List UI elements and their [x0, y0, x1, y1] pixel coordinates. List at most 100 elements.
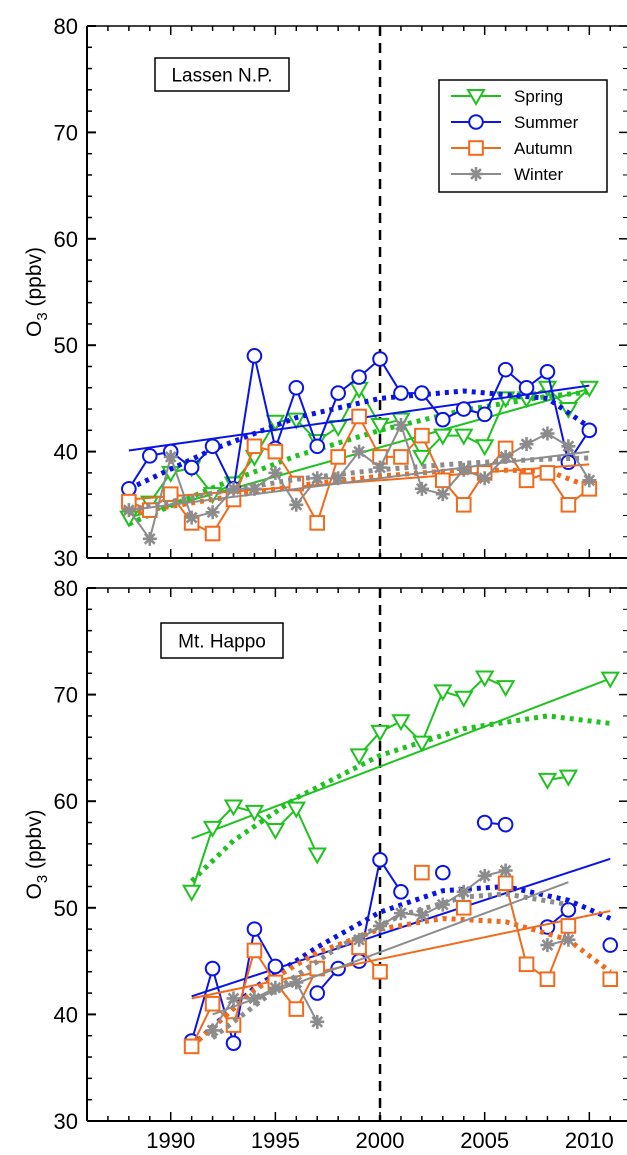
- fit-curve-spring: [189, 713, 611, 883]
- data-point-spring: [244, 804, 265, 822]
- y-tick-label: 30: [54, 546, 78, 571]
- data-point-winter: [435, 487, 450, 502]
- data-point-summer: [602, 937, 619, 953]
- data-point-winter: [435, 897, 450, 912]
- data-point-spring: [328, 420, 348, 438]
- data-point-autumn: [246, 942, 263, 959]
- data-point-winter: [226, 481, 241, 496]
- data-point-summer: [497, 816, 514, 833]
- data-point-winter: [184, 510, 199, 525]
- data-point-autumn: [518, 472, 535, 489]
- y-axis-title: O3 (ppbv): [23, 809, 51, 899]
- data-point-summer: [476, 406, 493, 423]
- data-point-summer: [393, 385, 409, 401]
- data-point-spring: [537, 772, 558, 790]
- data-point-spring: [433, 684, 453, 702]
- data-point-winter: [226, 991, 241, 1006]
- data-point-summer: [330, 385, 346, 401]
- legend-marker-spring: [466, 89, 486, 107]
- data-point-autumn: [351, 408, 367, 425]
- data-point-winter: [121, 503, 136, 518]
- fit-curve-winter: [211, 891, 569, 1040]
- data-point-spring: [495, 680, 516, 698]
- data-point-summer: [141, 448, 158, 464]
- data-point-summer: [351, 369, 367, 385]
- trend-line-autumn: [128, 463, 590, 501]
- data-point-autumn: [414, 864, 430, 881]
- data-point-spring: [349, 381, 369, 399]
- data-point-summer: [121, 481, 137, 497]
- legend-label-summer: Summer: [514, 113, 579, 132]
- data-point-summer: [204, 960, 221, 977]
- data-point-autumn: [204, 995, 221, 1012]
- panel-mt-happo: 30 40 50 60 70 80 O3 (ppbv) Mt. Happo: [23, 576, 627, 1134]
- data-point-spring: [286, 801, 307, 819]
- y-axis-title-subscript: 3: [34, 875, 51, 883]
- series-autumn: [121, 408, 598, 542]
- y-tick-label: 40: [54, 1002, 78, 1027]
- data-point-spring: [454, 690, 474, 708]
- data-point-winter: [352, 444, 367, 459]
- data-point-summer: [518, 379, 535, 396]
- data-point-winter: [540, 938, 555, 953]
- data-point-winter: [310, 471, 325, 486]
- data-point-summer: [455, 401, 472, 417]
- data-point-spring: [474, 439, 495, 457]
- data-point-autumn: [393, 449, 409, 465]
- data-point-winter: [561, 439, 576, 454]
- legend: Spring Summer Autumn Winter: [438, 79, 608, 193]
- data-point-winter: [247, 991, 262, 1006]
- data-point-summer: [539, 364, 556, 380]
- data-point-winter: [205, 1023, 220, 1038]
- data-point-winter: [373, 918, 388, 933]
- fit-curve-autumn: [190, 915, 612, 1049]
- y-tick-label: 60: [54, 789, 78, 814]
- data-point-summer: [476, 814, 493, 831]
- site-label-box: [154, 57, 290, 92]
- y-axis-title-subscript: 3: [34, 312, 51, 320]
- data-point-winter: [247, 481, 262, 496]
- data-point-spring: [370, 724, 390, 742]
- trend-line-spring: [191, 677, 611, 840]
- data-point-autumn: [497, 875, 514, 892]
- data-point-winter: [477, 868, 492, 883]
- legend-marker-autumn: [468, 140, 484, 156]
- data-point-autumn: [267, 443, 284, 460]
- data-point-summer: [246, 921, 263, 937]
- data-point-winter: [498, 449, 513, 464]
- y-axis-title-main: O: [23, 883, 46, 899]
- data-point-autumn: [288, 1001, 305, 1017]
- data-point-spring: [433, 428, 453, 446]
- data-point-winter: [393, 906, 408, 921]
- data-point-winter: [456, 462, 471, 477]
- data-point-winter: [310, 1014, 325, 1029]
- data-point-autumn: [560, 497, 577, 513]
- data-point-summer: [497, 361, 514, 378]
- y-tick-label: 50: [54, 896, 78, 921]
- data-point-summer: [288, 379, 305, 396]
- data-point-winter: [289, 975, 304, 990]
- data-point-autumn: [455, 497, 472, 513]
- data-point-summer: [435, 864, 451, 881]
- legend-marker-summer: [468, 114, 484, 130]
- data-point-spring: [412, 735, 432, 753]
- fit-curve-summer: [189, 883, 612, 1049]
- data-point-summer: [309, 438, 326, 455]
- data-point-spring: [286, 412, 307, 430]
- data-point-autumn: [435, 472, 451, 489]
- series-winter: [205, 863, 576, 1040]
- data-point-spring: [474, 670, 495, 688]
- x-tick-label: 1995: [251, 1128, 300, 1153]
- data-point-winter: [561, 932, 576, 947]
- y-axis-title: O3 (ppbv): [23, 247, 51, 337]
- data-point-summer: [267, 958, 284, 975]
- site-label-box: [160, 622, 284, 659]
- data-point-spring: [412, 449, 432, 467]
- data-point-autumn: [330, 449, 346, 465]
- x-tick-label: 2010: [565, 1128, 614, 1153]
- y-tick-label: 70: [54, 683, 78, 708]
- data-point-winter: [540, 426, 555, 441]
- data-point-spring: [391, 714, 411, 732]
- y-tick-label: 60: [54, 227, 78, 252]
